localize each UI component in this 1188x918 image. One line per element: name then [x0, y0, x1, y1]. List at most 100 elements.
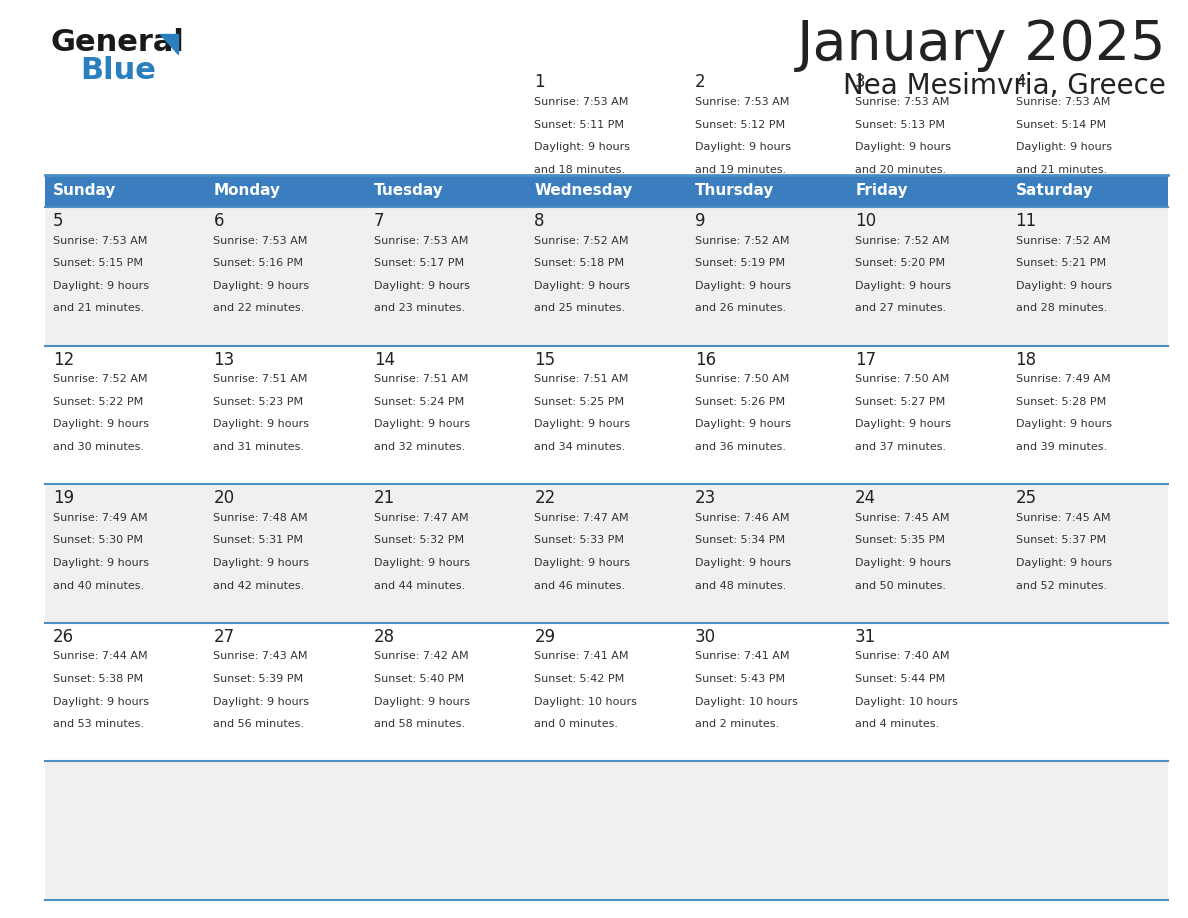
Bar	[687, 345, 847, 484]
Bar	[687, 207, 847, 345]
Text: and 22 minutes.: and 22 minutes.	[214, 303, 304, 313]
Text: and 28 minutes.: and 28 minutes.	[1016, 303, 1107, 313]
Bar	[1007, 761, 1168, 900]
Text: and 30 minutes.: and 30 minutes.	[53, 442, 144, 452]
Text: January 2025: January 2025	[796, 18, 1165, 72]
Text: 7: 7	[374, 212, 385, 230]
Bar	[847, 761, 1007, 900]
Text: Blue: Blue	[80, 56, 156, 85]
Text: Sunset: 5:30 PM: Sunset: 5:30 PM	[53, 535, 143, 545]
Bar	[1007, 207, 1168, 345]
Text: 4: 4	[1016, 73, 1026, 92]
Text: Sunset: 5:43 PM: Sunset: 5:43 PM	[695, 674, 785, 684]
Text: 12: 12	[53, 351, 74, 369]
Bar	[1007, 175, 1168, 207]
Text: Sunset: 5:20 PM: Sunset: 5:20 PM	[855, 258, 946, 268]
Text: and 20 minutes.: and 20 minutes.	[855, 164, 947, 174]
Text: 23: 23	[695, 489, 716, 508]
Text: Monday: Monday	[214, 184, 280, 198]
Text: Sunrise: 7:42 AM: Sunrise: 7:42 AM	[374, 652, 468, 662]
Text: 20: 20	[214, 489, 234, 508]
Bar	[45, 345, 206, 484]
Bar	[366, 207, 526, 345]
Text: and 18 minutes.: and 18 minutes.	[535, 164, 625, 174]
Text: and 32 minutes.: and 32 minutes.	[374, 442, 465, 452]
Text: 3: 3	[855, 73, 866, 92]
Text: Daylight: 9 hours: Daylight: 9 hours	[535, 281, 631, 291]
Bar	[847, 622, 1007, 761]
Bar	[687, 622, 847, 761]
Text: and 21 minutes.: and 21 minutes.	[1016, 164, 1107, 174]
Text: 8: 8	[535, 212, 545, 230]
Bar	[847, 175, 1007, 207]
Bar	[526, 622, 687, 761]
Text: Sunrise: 7:40 AM: Sunrise: 7:40 AM	[855, 652, 949, 662]
Text: 19: 19	[53, 489, 74, 508]
Text: Daylight: 9 hours: Daylight: 9 hours	[695, 142, 791, 152]
Text: Daylight: 9 hours: Daylight: 9 hours	[374, 558, 470, 568]
Text: and 19 minutes.: and 19 minutes.	[695, 164, 785, 174]
Text: Sunrise: 7:49 AM: Sunrise: 7:49 AM	[53, 513, 147, 523]
Text: Daylight: 10 hours: Daylight: 10 hours	[695, 697, 797, 707]
Text: Sunset: 5:38 PM: Sunset: 5:38 PM	[53, 674, 143, 684]
Text: Sunset: 5:27 PM: Sunset: 5:27 PM	[855, 397, 946, 407]
Text: Sunrise: 7:51 AM: Sunrise: 7:51 AM	[374, 375, 468, 385]
Text: 1: 1	[535, 73, 545, 92]
Text: and 26 minutes.: and 26 minutes.	[695, 303, 785, 313]
Text: Sunrise: 7:49 AM: Sunrise: 7:49 AM	[1016, 375, 1111, 385]
Text: Sunrise: 7:53 AM: Sunrise: 7:53 AM	[695, 97, 789, 107]
Bar	[1007, 484, 1168, 622]
Text: Sunset: 5:40 PM: Sunset: 5:40 PM	[374, 674, 465, 684]
Text: Sunrise: 7:47 AM: Sunrise: 7:47 AM	[374, 513, 468, 523]
Text: Sunrise: 7:51 AM: Sunrise: 7:51 AM	[535, 375, 628, 385]
Text: Sunset: 5:35 PM: Sunset: 5:35 PM	[855, 535, 946, 545]
Text: Daylight: 9 hours: Daylight: 9 hours	[1016, 281, 1112, 291]
Bar	[206, 207, 366, 345]
Text: Daylight: 9 hours: Daylight: 9 hours	[535, 142, 631, 152]
Text: and 46 minutes.: and 46 minutes.	[535, 580, 625, 590]
Text: 16: 16	[695, 351, 716, 369]
Text: 28: 28	[374, 628, 394, 645]
Text: and 4 minutes.: and 4 minutes.	[855, 719, 940, 729]
Text: Sunset: 5:44 PM: Sunset: 5:44 PM	[855, 674, 946, 684]
Text: Daylight: 9 hours: Daylight: 9 hours	[535, 558, 631, 568]
Text: Daylight: 9 hours: Daylight: 9 hours	[1016, 558, 1112, 568]
Bar	[687, 761, 847, 900]
Bar	[206, 622, 366, 761]
Text: Sunrise: 7:46 AM: Sunrise: 7:46 AM	[695, 513, 789, 523]
Bar	[206, 175, 366, 207]
Text: Sunset: 5:28 PM: Sunset: 5:28 PM	[1016, 397, 1106, 407]
Text: Sunrise: 7:52 AM: Sunrise: 7:52 AM	[695, 236, 789, 246]
Text: Friday: Friday	[855, 184, 908, 198]
Text: Sunrise: 7:45 AM: Sunrise: 7:45 AM	[1016, 513, 1110, 523]
Text: Sunrise: 7:45 AM: Sunrise: 7:45 AM	[855, 513, 949, 523]
Text: 10: 10	[855, 212, 877, 230]
Text: Daylight: 9 hours: Daylight: 9 hours	[374, 420, 470, 430]
Text: Daylight: 9 hours: Daylight: 9 hours	[855, 420, 952, 430]
Text: Sunrise: 7:50 AM: Sunrise: 7:50 AM	[855, 375, 949, 385]
Bar	[687, 175, 847, 207]
Text: 27: 27	[214, 628, 234, 645]
Bar	[206, 761, 366, 900]
Text: and 23 minutes.: and 23 minutes.	[374, 303, 465, 313]
Text: Daylight: 9 hours: Daylight: 9 hours	[214, 558, 309, 568]
Text: and 27 minutes.: and 27 minutes.	[855, 303, 947, 313]
Text: Daylight: 9 hours: Daylight: 9 hours	[695, 558, 791, 568]
Bar	[366, 761, 526, 900]
Text: Daylight: 9 hours: Daylight: 9 hours	[53, 558, 148, 568]
Text: 29: 29	[535, 628, 556, 645]
Text: and 0 minutes.: and 0 minutes.	[535, 719, 618, 729]
Text: Sunset: 5:19 PM: Sunset: 5:19 PM	[695, 258, 785, 268]
Text: 17: 17	[855, 351, 877, 369]
Bar	[526, 345, 687, 484]
Text: Daylight: 9 hours: Daylight: 9 hours	[695, 420, 791, 430]
Text: and 52 minutes.: and 52 minutes.	[1016, 580, 1107, 590]
Bar	[687, 484, 847, 622]
Text: Sunrise: 7:52 AM: Sunrise: 7:52 AM	[1016, 236, 1110, 246]
Bar	[45, 175, 206, 207]
Text: Sunrise: 7:48 AM: Sunrise: 7:48 AM	[214, 513, 308, 523]
Bar	[526, 175, 687, 207]
Text: Sunrise: 7:52 AM: Sunrise: 7:52 AM	[535, 236, 628, 246]
Text: Sunrise: 7:53 AM: Sunrise: 7:53 AM	[535, 97, 628, 107]
Text: Sunrise: 7:52 AM: Sunrise: 7:52 AM	[855, 236, 949, 246]
